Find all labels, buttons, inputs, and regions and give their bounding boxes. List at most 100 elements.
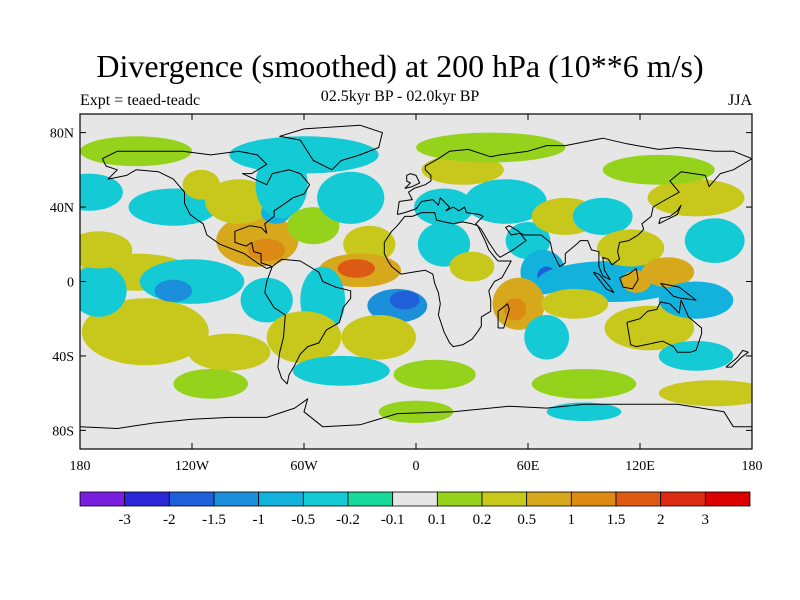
colorbar-label: -0.5 (291, 512, 315, 528)
colorbar-label: -3 (118, 512, 131, 528)
contour-region-30 (393, 359, 476, 390)
colorbar-swatch-4 (258, 491, 304, 507)
contour-region-52 (647, 179, 745, 217)
y-tick-label: 40N (50, 201, 74, 216)
contour-region-60 (378, 400, 454, 423)
contour-region-55 (658, 380, 752, 407)
colorbar-swatch-11 (570, 491, 617, 507)
contour-region-4 (139, 259, 245, 304)
colorbar-swatch-14 (704, 491, 751, 507)
contour-region-25 (266, 311, 342, 364)
chart-title: Divergence (smoothed) at 200 hPa (10**6 … (96, 48, 704, 84)
contour-region-7 (80, 231, 133, 269)
colorbar-swatch-3 (213, 491, 260, 507)
contour-region-16 (287, 207, 340, 245)
x-tick-label: 0 (413, 459, 420, 474)
coastlines (80, 124, 752, 429)
contour-field (80, 132, 752, 423)
contour-region-27 (292, 355, 390, 386)
coastline-9 (660, 282, 697, 301)
contour-region-58 (416, 132, 566, 163)
contour-region-5 (80, 264, 127, 317)
contour-region-40 (503, 298, 527, 321)
contour-region-48 (641, 257, 695, 288)
colorbar-swatch-5 (302, 491, 349, 507)
x-tick-label: 60E (517, 459, 540, 474)
colorbar-swatch-13 (660, 491, 706, 507)
contour-region-13 (205, 179, 273, 224)
contour-region-12 (248, 238, 286, 262)
y-tick-label: 0 (67, 276, 74, 291)
contour-region-43 (541, 288, 609, 319)
x-tick-label: 60W (290, 459, 318, 474)
contour-region-49 (604, 305, 695, 351)
coastline-1 (264, 258, 352, 385)
colorbar-swatch-10 (526, 491, 572, 507)
contour-region-32 (421, 154, 504, 185)
coastline-0 (101, 150, 311, 269)
contour-region-17 (317, 171, 385, 224)
contour-region-20 (337, 259, 375, 278)
contour-region-35 (449, 251, 495, 282)
contour-region-8 (80, 173, 123, 211)
colorbar-label: 0.1 (428, 512, 447, 528)
contour-region-36 (505, 222, 551, 260)
contour-region-6 (154, 279, 192, 302)
coastline-8 (619, 268, 639, 290)
contour-region-33 (464, 179, 547, 224)
period-label: 02.5kyr BP - 02.0kyr BP (320, 88, 480, 105)
colorbar: -3 -2 -1.5 -1 -0.5 -0.2 -0.1 0.1 0.2 0.5 1 1.5 2 3 (79, 491, 751, 528)
colorbar-swatch-9 (481, 491, 528, 507)
contour-region-56 (531, 369, 637, 399)
contour-region-28 (188, 333, 271, 371)
coastline-2 (279, 124, 383, 171)
coastline-10 (658, 204, 682, 225)
colorbar-swatch-8 (436, 491, 483, 507)
contour-region-2 (81, 298, 209, 366)
contour-region-41 (524, 315, 570, 360)
colorbar-label: 3 (702, 512, 710, 528)
coastline-4 (383, 212, 512, 348)
contour-region-61 (546, 402, 622, 422)
contour-region-57 (229, 136, 379, 174)
colorbar-swatch-6 (347, 491, 394, 507)
contour-region-34 (417, 222, 471, 267)
colorbar-label: -1 (252, 512, 265, 528)
y-tick-label: 80N (50, 127, 74, 142)
coastline-12 (725, 349, 749, 368)
x-tick-label: 120E (625, 459, 655, 474)
colorbar-label: -0.2 (336, 512, 360, 528)
contour-region-51 (684, 218, 745, 263)
colorbar-swatch-2 (168, 491, 215, 507)
contour-region-45 (572, 197, 633, 235)
x-tick-label: 180 (70, 459, 91, 474)
colorbar-label: 0.2 (473, 512, 492, 528)
y-tick-label: 40S (52, 350, 74, 365)
contour-region-31 (414, 188, 474, 226)
colorbar-label: -2 (163, 512, 176, 528)
colorbar-swatch-7 (392, 491, 438, 507)
colorbar-label: 2 (657, 512, 665, 528)
colorbar-swatch-1 (124, 491, 170, 507)
colorbar-label: -0.1 (381, 512, 405, 528)
contour-region-29 (173, 369, 248, 399)
contour-region-54 (658, 341, 734, 371)
colorbar-swatch-0 (79, 491, 126, 507)
coastline-5 (626, 299, 703, 353)
coastline-7 (592, 271, 615, 294)
colorbar-label: 0.5 (517, 512, 536, 528)
contour-region-26 (341, 315, 417, 360)
experiment-label: Expt = teaed-teadc (80, 92, 201, 109)
season-label: JJA (727, 92, 752, 109)
y-tick-label: 80S (52, 424, 74, 439)
x-tick-label: 180 (742, 459, 763, 474)
contour-region-22 (389, 290, 420, 310)
colorbar-label: 1.5 (607, 512, 626, 528)
colorbar-swatch-12 (615, 491, 662, 507)
coastline-11 (404, 173, 421, 189)
coastline-3 (396, 137, 752, 281)
coastline-13 (80, 398, 752, 429)
colorbar-label: -1.5 (202, 512, 226, 528)
contour-region-46 (597, 229, 665, 267)
